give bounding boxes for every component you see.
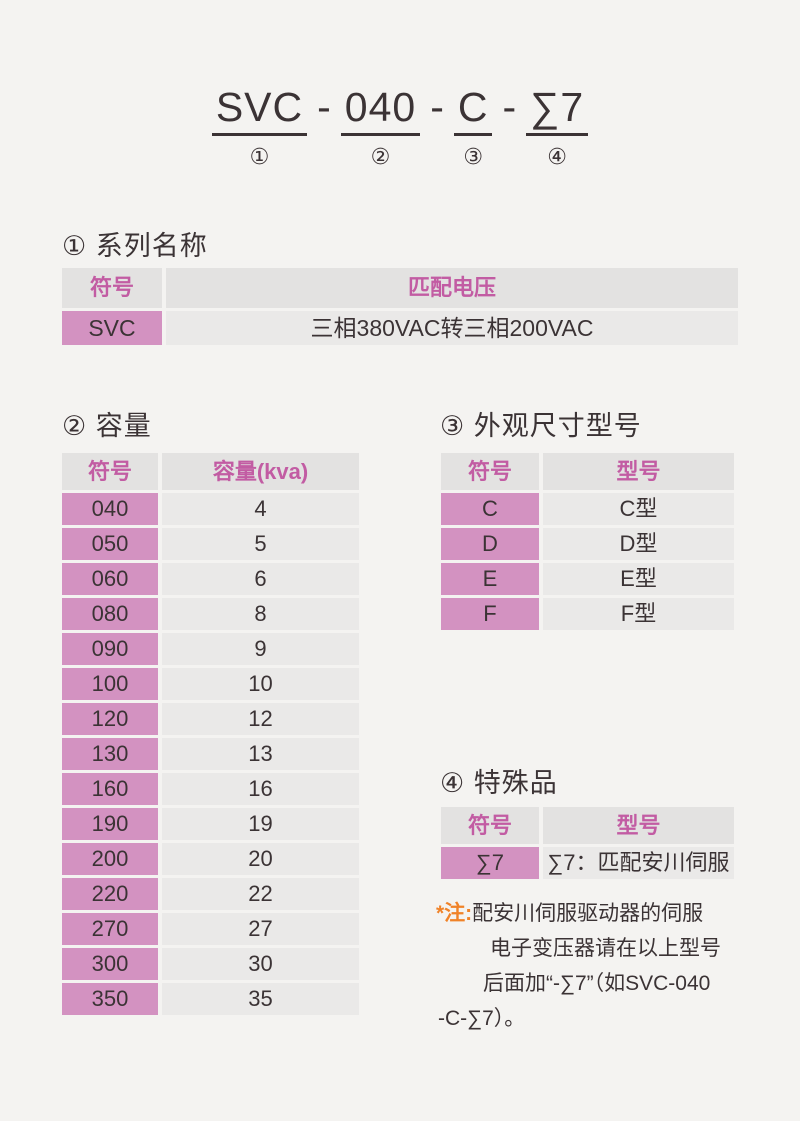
table-cell-symbol: 050	[62, 528, 158, 560]
table-cell-symbol: C	[441, 493, 539, 525]
table-cell-symbol: D	[441, 528, 539, 560]
table-cell-value: 30	[162, 948, 359, 980]
series-table: 符号 匹配电压 SVC 三相380VAC转三相200VAC	[62, 268, 738, 345]
table-cell-value: 8	[162, 598, 359, 630]
table-cell-value: 三相380VAC转三相200VAC	[166, 311, 738, 345]
circled-number-2: ②	[370, 144, 391, 169]
model-segment-text: C	[453, 84, 493, 136]
model-segment-special: ∑7 ④	[526, 84, 589, 170]
footnote-marker: *注:	[436, 902, 473, 925]
table-cell-value: 10	[162, 668, 359, 700]
column-header-voltage: 匹配电压	[166, 268, 738, 308]
circled-number-4: ④	[547, 144, 568, 169]
table-cell-symbol: 100	[62, 668, 158, 700]
model-segment-text: ∑7	[526, 84, 589, 136]
section-heading-capacity: ② 容量	[62, 411, 152, 441]
section-heading-dimension: ③ 外观尺寸型号	[440, 411, 642, 441]
table-cell-value: 19	[162, 808, 359, 840]
footnote: *注:配安川伺服驱动器的伺服 电子变压器请在以上型号 后面加“-∑7”（如SVC…	[436, 896, 752, 1036]
column-header-symbol: 符号	[441, 807, 539, 844]
table-cell-symbol: 200	[62, 843, 158, 875]
table-cell-value: 9	[162, 633, 359, 665]
table-cell-value: 4	[162, 493, 359, 525]
table-cell-value: 35	[162, 983, 359, 1015]
table-cell-value: 20	[162, 843, 359, 875]
footnote-line: -C-∑7）。	[438, 1007, 526, 1030]
table-cell-value: 12	[162, 703, 359, 735]
special-table: 符号 型号 ∑7 ∑7：匹配安川伺服	[441, 807, 734, 879]
table-cell-symbol: 160	[62, 773, 158, 805]
table-cell-symbol: 300	[62, 948, 158, 980]
column-header-model: 型号	[543, 807, 734, 844]
table-cell-value: 13	[162, 738, 359, 770]
table-cell-value: ∑7：匹配安川伺服	[543, 847, 734, 879]
table-cell-value: F型	[543, 598, 734, 630]
footnote-line: 后面加“-∑7”（如SVC-040	[483, 972, 711, 995]
model-segment-series: SVC ①	[211, 84, 308, 170]
table-cell-value: 5	[162, 528, 359, 560]
model-segment-text: 040	[340, 84, 421, 136]
model-segment-dimension: C ③	[453, 84, 493, 170]
column-header-model: 型号	[543, 453, 734, 490]
table-cell-symbol: 120	[62, 703, 158, 735]
column-header-symbol: 符号	[62, 453, 158, 490]
table-cell-symbol: 130	[62, 738, 158, 770]
footnote-text: 配安川伺服驱动器的伺服	[472, 902, 704, 925]
column-header-symbol: 符号	[441, 453, 539, 490]
table-cell-symbol: 060	[62, 563, 158, 595]
model-separator: -	[430, 84, 444, 130]
capacity-table: 符号 容量(kva) 040 4 050 5 060 6 080 8 090 9…	[62, 453, 359, 1015]
table-cell-symbol: E	[441, 563, 539, 595]
section-heading-special: ④ 特殊品	[440, 768, 558, 798]
footnote-line: 电子变压器请在以上型号	[490, 937, 721, 960]
table-cell-symbol: ∑7	[441, 847, 539, 879]
model-segment-text: SVC	[211, 84, 308, 136]
model-separator: -	[317, 84, 331, 130]
table-cell-symbol: 190	[62, 808, 158, 840]
table-cell-symbol: F	[441, 598, 539, 630]
table-cell-symbol: 090	[62, 633, 158, 665]
table-cell-value: 27	[162, 913, 359, 945]
table-cell-symbol: 270	[62, 913, 158, 945]
table-cell-symbol: 350	[62, 983, 158, 1015]
table-cell-value: 6	[162, 563, 359, 595]
footnote-line: *注:配安川伺服驱动器的伺服	[436, 896, 752, 931]
column-header-capacity: 容量(kva)	[162, 453, 359, 490]
model-separator: -	[502, 84, 517, 130]
model-code: SVC ① - 040 ② - C ③ - ∑7 ④	[0, 84, 800, 170]
table-cell-value: 22	[162, 878, 359, 910]
circled-number-3: ③	[463, 144, 484, 169]
section-heading-series: ① 系列名称	[62, 231, 208, 261]
table-cell-value: C型	[543, 493, 734, 525]
table-cell-symbol: 220	[62, 878, 158, 910]
dimension-table: 符号 型号 C C型 D D型 E E型 F F型	[441, 453, 734, 630]
table-cell-symbol: 040	[62, 493, 158, 525]
table-cell-symbol: 080	[62, 598, 158, 630]
table-cell-value: D型	[543, 528, 734, 560]
circled-number-1: ①	[249, 144, 270, 169]
table-cell-value: E型	[543, 563, 734, 595]
table-cell-symbol: SVC	[62, 311, 162, 345]
table-cell-value: 16	[162, 773, 359, 805]
column-header-symbol: 符号	[62, 268, 162, 308]
model-segment-capacity: 040 ②	[340, 84, 421, 170]
